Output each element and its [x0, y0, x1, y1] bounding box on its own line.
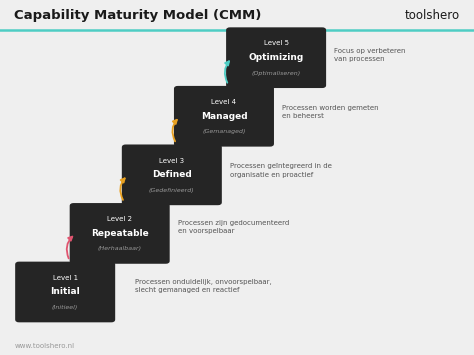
Text: Managed: Managed — [201, 112, 247, 121]
Text: Processen geïntegreerd in de
organisatie en proactief: Processen geïntegreerd in de organisatie… — [230, 163, 332, 178]
Text: (Gemanaged): (Gemanaged) — [202, 129, 246, 134]
FancyArrowPatch shape — [173, 120, 177, 141]
FancyArrowPatch shape — [67, 237, 73, 258]
Text: Repeatable: Repeatable — [91, 229, 148, 238]
Text: (Herhaalbaar): (Herhaalbaar) — [98, 246, 142, 251]
Text: Optimizing: Optimizing — [248, 53, 304, 62]
Text: Focus op verbeteren
van processen: Focus op verbeteren van processen — [334, 48, 406, 62]
Text: (Initieel): (Initieel) — [52, 305, 78, 310]
Text: Level 2: Level 2 — [107, 216, 132, 222]
Text: Level 5: Level 5 — [264, 40, 289, 47]
FancyBboxPatch shape — [174, 86, 274, 147]
Text: www.toolshero.nl: www.toolshero.nl — [14, 343, 74, 349]
Text: Level 1: Level 1 — [53, 275, 78, 281]
FancyArrowPatch shape — [120, 178, 125, 200]
FancyArrowPatch shape — [225, 61, 229, 83]
Text: (Gedefinieerd): (Gedefinieerd) — [149, 188, 195, 193]
Text: Processen worden gemeten
en beheerst: Processen worden gemeten en beheerst — [282, 105, 379, 119]
Text: Level 3: Level 3 — [159, 158, 184, 164]
Text: Capability Maturity Model (CMM): Capability Maturity Model (CMM) — [14, 10, 262, 22]
FancyBboxPatch shape — [15, 262, 115, 322]
FancyBboxPatch shape — [70, 203, 170, 264]
Text: Processen zijn gedocumenteerd
en voorspelbaar: Processen zijn gedocumenteerd en voorspe… — [178, 220, 289, 234]
Text: Processen onduidelijk, onvoorspelbaar,
slecht gemanaged en reactief: Processen onduidelijk, onvoorspelbaar, s… — [135, 279, 272, 293]
Text: (Optimaliseren): (Optimaliseren) — [252, 71, 301, 76]
Text: Defined: Defined — [152, 170, 191, 179]
Text: toolshero: toolshero — [405, 10, 460, 22]
Text: Level 4: Level 4 — [211, 99, 237, 105]
FancyBboxPatch shape — [122, 144, 222, 205]
Text: Initial: Initial — [50, 288, 80, 296]
FancyBboxPatch shape — [226, 27, 326, 88]
